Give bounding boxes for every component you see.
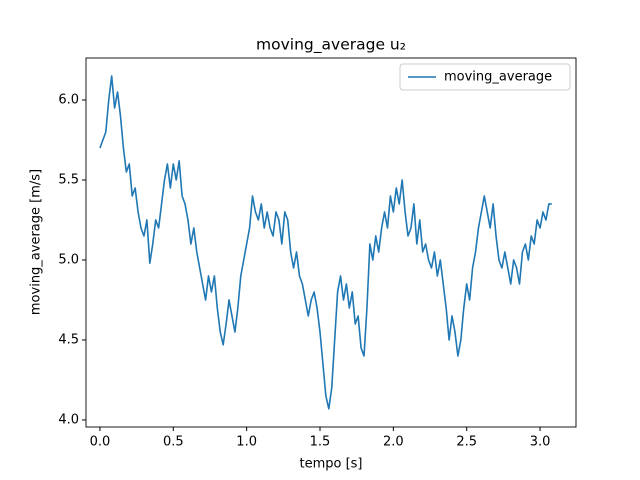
y-tick-label: 5.0: [58, 252, 79, 267]
legend-label: moving_average: [444, 70, 552, 85]
x-tick-label: 2.5: [456, 435, 477, 450]
y-tick-label: 4.5: [58, 332, 79, 347]
data-line: [99, 75, 552, 410]
chart-title: moving_average u₂: [256, 36, 406, 55]
x-tick-label: 0.5: [163, 435, 184, 450]
x-axis-label: tempo [s]: [299, 457, 362, 472]
y-tick-label: 6.0: [58, 92, 79, 107]
x-tick-label: 2.0: [383, 435, 404, 450]
x-tick-label: 3.0: [530, 435, 551, 450]
x-tick-label: 1.0: [236, 435, 257, 450]
y-tick-label: 4.0: [58, 412, 79, 427]
y-axis-label: moving_average [m/s]: [29, 169, 44, 315]
x-tick-label: 1.5: [310, 435, 331, 450]
x-tick-label: 0.0: [90, 435, 111, 450]
legend-box: [399, 63, 571, 91]
plot-frame: [85, 57, 577, 428]
y-tick-label: 5.5: [58, 172, 79, 187]
